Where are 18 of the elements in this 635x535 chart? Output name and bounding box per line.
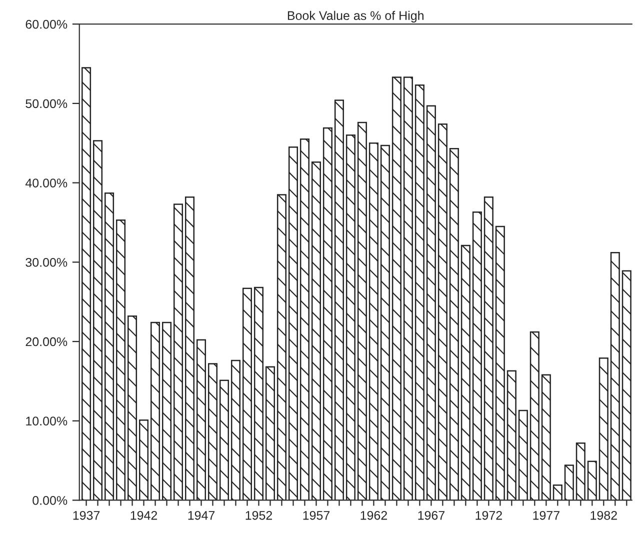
x-tick-label: 1957 [303, 510, 330, 520]
x-tick-label: 1967 [418, 510, 444, 520]
y-tick-label: 20.00% [26, 337, 68, 346]
chart-title: Book Value as % of High [288, 10, 424, 22]
x-tick-label: 1972 [476, 510, 502, 520]
x-tick-label: 1962 [360, 510, 387, 520]
y-tick-label: 10.00% [26, 416, 68, 426]
y-tick-label: 60.00% [26, 20, 68, 29]
y-tick-label: 40.00% [25, 178, 68, 188]
y-tick-label: 30.00% [26, 258, 68, 267]
x-tick-label: 1947 [188, 510, 215, 520]
x-tick-label: 1942 [130, 510, 158, 520]
x-tick-label: 1937 [73, 510, 100, 520]
x-tick-label: 1952 [246, 510, 272, 520]
y-tick-label: 0.00% [32, 496, 68, 505]
x-tick-label: 1982 [590, 510, 617, 520]
y-tick-label: 50.00% [26, 99, 68, 108]
x-tick-label: 1977 [533, 510, 560, 520]
